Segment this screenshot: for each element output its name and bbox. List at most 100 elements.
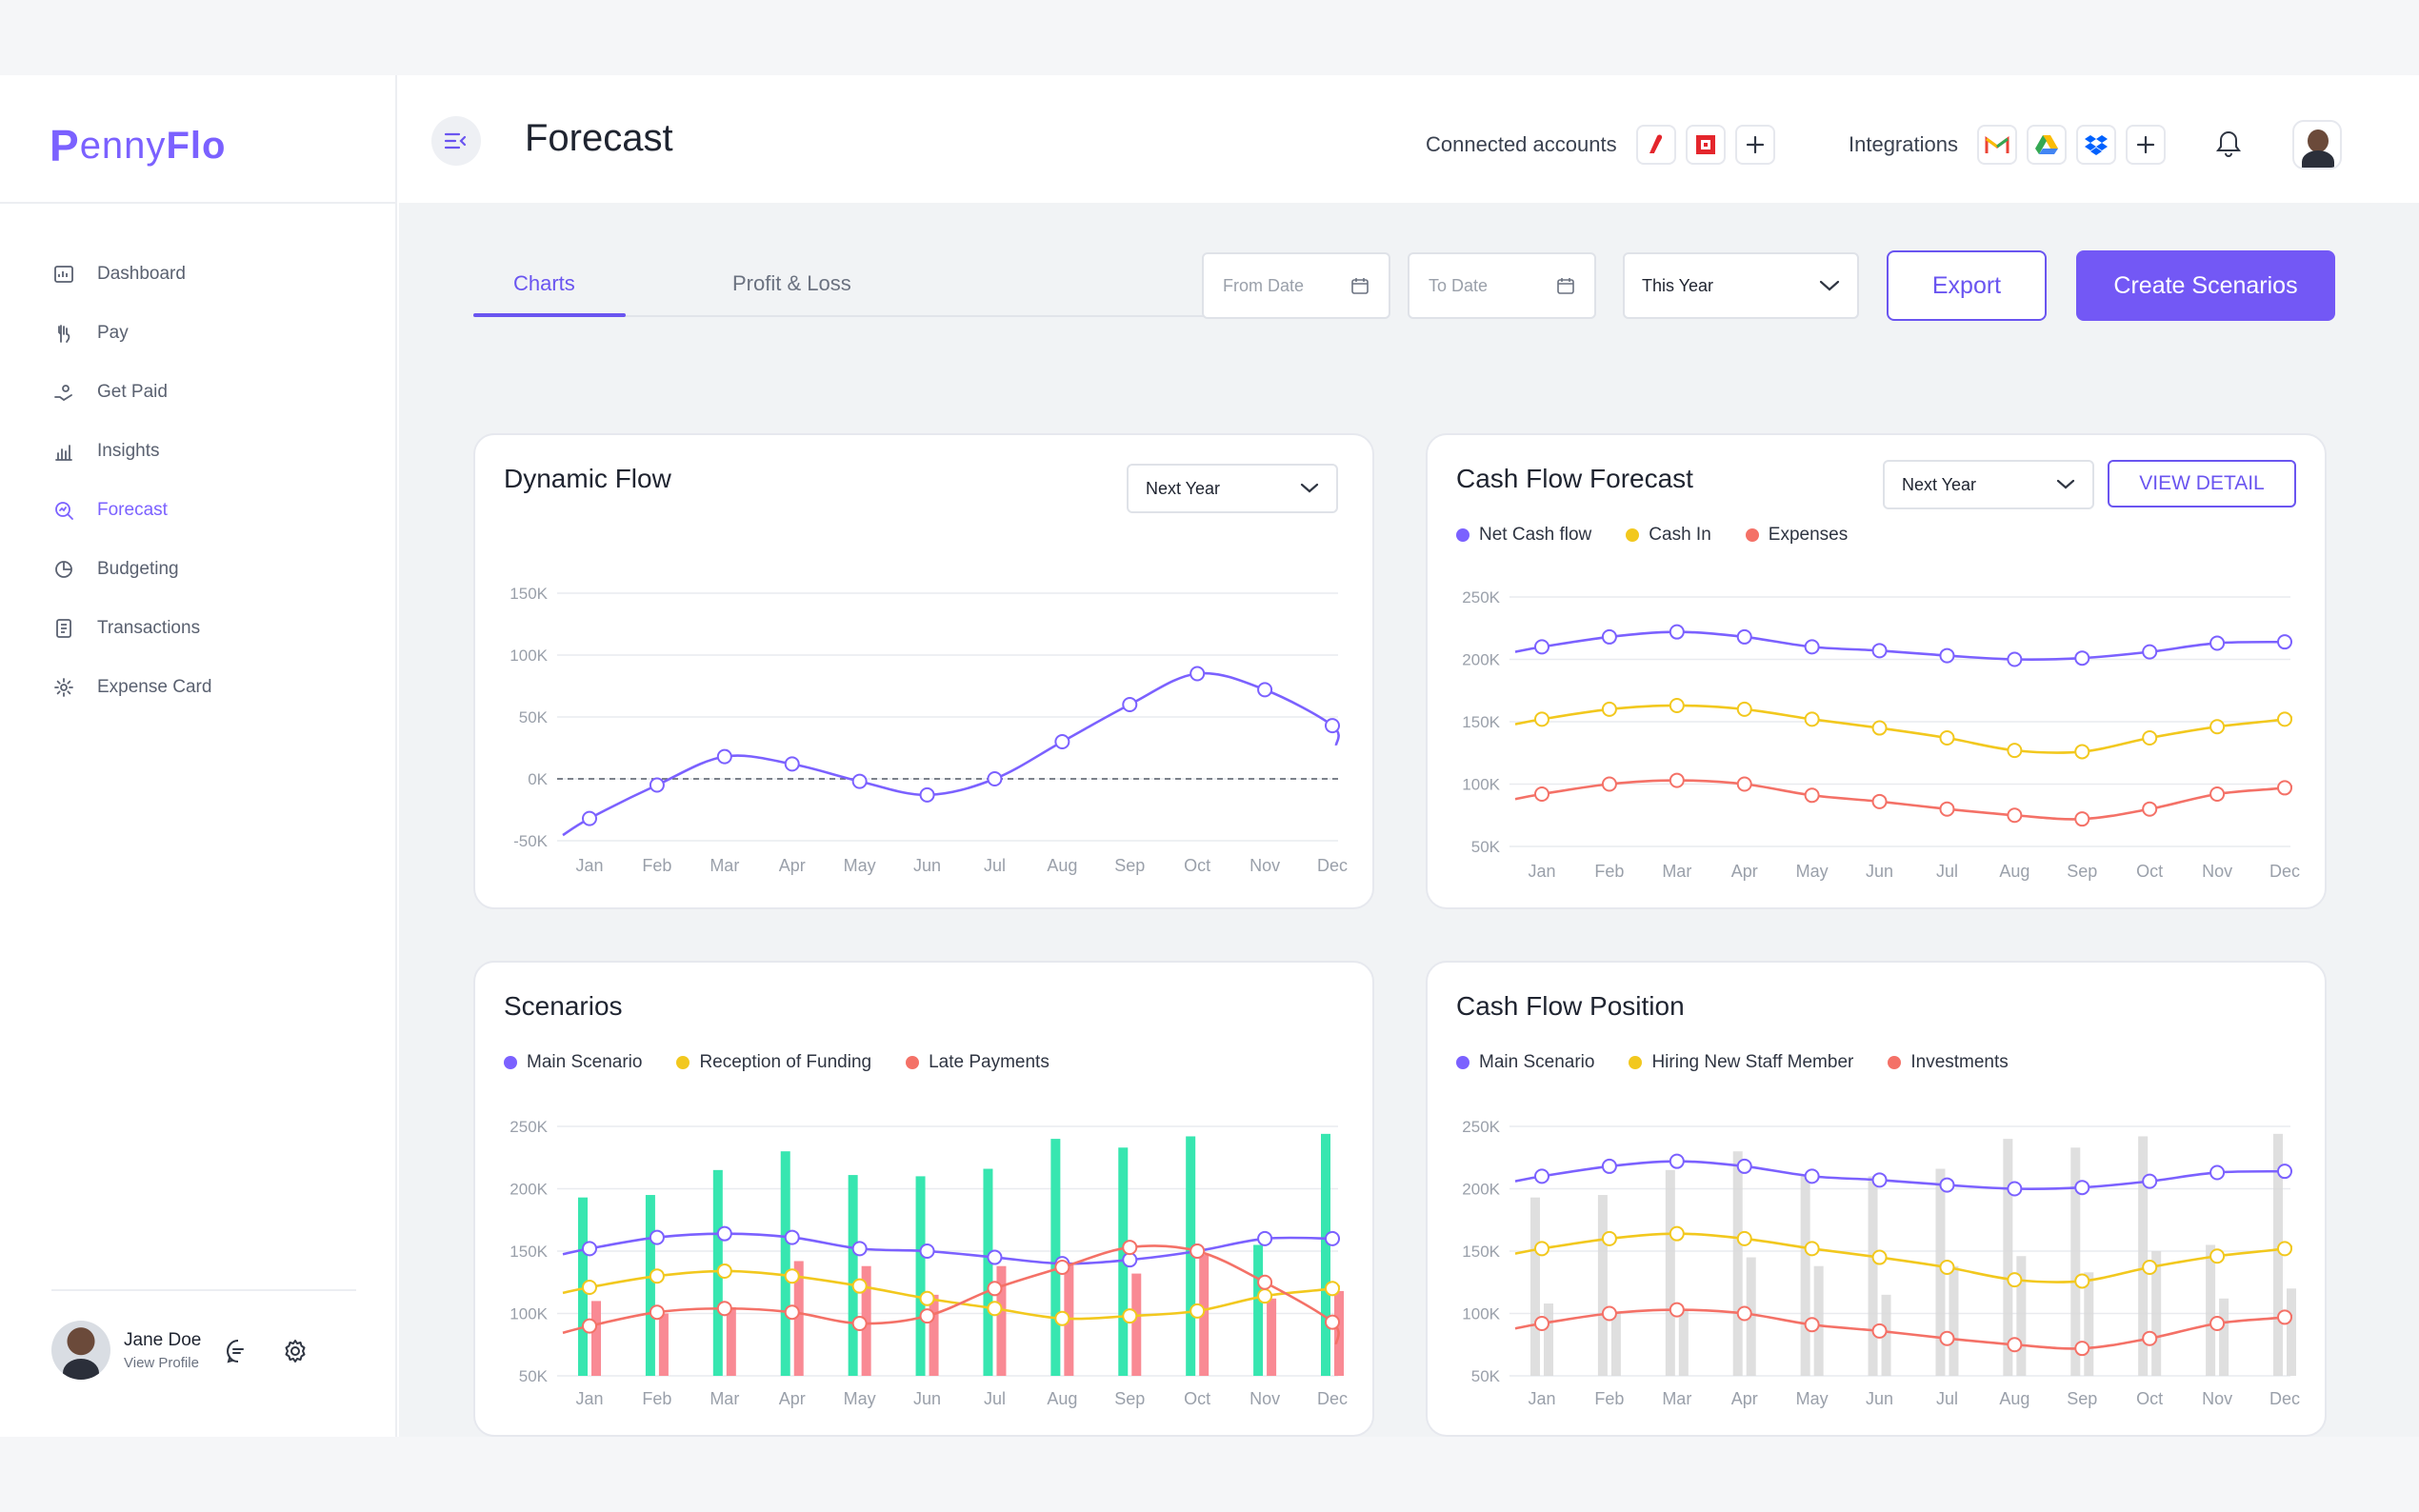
x-tick-label: Mar [710,856,739,875]
bar [658,1313,669,1376]
to-date-placeholder: To Date [1429,275,1489,295]
data-point [2142,730,2158,746]
data-point [716,748,732,765]
sidebar-item-dashboard[interactable]: Dashboard [51,245,366,304]
connected-accounts-label: Connected accounts [1426,132,1617,156]
x-tick-label: Aug [1047,1389,1077,1408]
period-select[interactable]: This Year [1623,252,1859,319]
data-point [649,1268,665,1284]
data-point [1325,1230,1340,1246]
sidebar-item-label: Expense Card [97,677,212,697]
avatar[interactable] [51,1321,110,1380]
x-tick-label: Apr [779,1389,806,1408]
data-point [1534,1315,1549,1331]
notification-bell-icon[interactable] [2214,129,2243,164]
data-point [1534,1241,1549,1257]
x-tick-label: Jul [984,856,1006,875]
profile[interactable]: Jane Doe View Profile [51,1321,201,1380]
bar [929,1294,939,1376]
x-tick-label: Sep [2067,1389,2097,1408]
integrations: Integrations [1849,125,2166,165]
data-point [1054,1310,1070,1326]
google-drive-icon[interactable] [2026,125,2067,165]
add-integration-button[interactable] [2125,125,2166,165]
data-point [716,1225,732,1242]
bank-account-icon[interactable] [1685,125,1726,165]
data-point [2277,1164,2292,1180]
bar [2206,1244,2216,1376]
data-point [1736,776,1752,792]
data-point [2142,644,2158,660]
from-date-input[interactable]: From Date [1202,252,1390,319]
sidebar-item-forecast[interactable]: Forecast [51,481,366,540]
legend-item: Cash In [1626,525,1711,546]
data-point [919,786,935,803]
x-tick-label: Jan [575,856,603,875]
bar [2287,1288,2296,1376]
chevron-down-icon [1819,280,1840,291]
dynamic-period-select[interactable]: Next Year [1127,464,1338,513]
data-point [1257,1230,1273,1246]
data-point [1939,801,1955,817]
bar [1050,1139,1061,1376]
data-point [987,1249,1003,1265]
bank-account-icon[interactable] [1635,125,1676,165]
to-date-input[interactable]: To Date [1408,252,1596,319]
data-point [1257,1288,1273,1304]
sidebar-item-expense-card[interactable]: Expense Card [51,658,366,717]
collapse-menu-button[interactable] [431,116,481,166]
data-point [1804,1168,1820,1184]
user-avatar[interactable] [2292,120,2342,169]
export-button[interactable]: Export [1887,250,2047,321]
add-account-button[interactable] [1734,125,1775,165]
data-point [2074,811,2090,827]
sidebar-item-insights[interactable]: Insights [51,422,366,481]
data-point [1534,639,1549,655]
x-tick-label: Dec [2269,862,2300,881]
y-tick-label: 100K [1462,1305,1500,1323]
tab-charts[interactable]: Charts [513,271,575,295]
cashflow-period-select[interactable]: Next Year [1883,460,2094,509]
x-tick-label: Apr [1731,862,1758,881]
sidebar-item-get-paid[interactable]: Get Paid [51,363,366,422]
sidebar-item-budgeting[interactable]: Budgeting [51,540,366,599]
data-point [1871,1172,1888,1188]
period-select-value: Next Year [1902,474,1977,494]
bar [1868,1176,1878,1376]
integrations-label: Integrations [1849,132,1958,156]
x-tick-label: Mar [710,1389,739,1408]
data-point [2277,1309,2292,1325]
data-point [1871,793,1888,809]
create-scenarios-button[interactable]: Create Scenarios [2076,250,2335,321]
sidebar-item-transactions[interactable]: Transactions [51,599,366,658]
data-point [2209,1248,2226,1264]
x-tick-label: Mar [1662,862,1691,881]
bar [2003,1139,2013,1376]
logo-text: enny [79,124,167,167]
chevron-down-icon [2056,479,2075,489]
data-point [1669,772,1685,788]
data-point [1122,1252,1138,1268]
series-line [562,1244,1340,1344]
bar [1199,1254,1210,1376]
tab-profit-loss[interactable]: Profit & Loss [732,271,851,295]
hand-icon [51,321,76,346]
gmail-icon[interactable] [1976,125,2017,165]
view-profile-link[interactable]: View Profile [124,1354,199,1371]
dropbox-icon[interactable] [2075,125,2116,165]
data-point [2209,1164,2226,1181]
cash-flow-forecast-card: Cash Flow Forecast Next Year VIEW DETAIL… [1426,433,2327,909]
data-point [1939,647,1955,664]
view-detail-button[interactable]: VIEW DETAIL [2108,460,2296,507]
chat-icon[interactable] [223,1336,253,1366]
data-point [2277,1241,2292,1257]
settings-icon[interactable] [280,1336,310,1366]
x-tick-label: Jun [1866,862,1893,881]
data-point [1190,666,1206,682]
sidebar-nav: Dashboard Pay Get Paid Insights Forecast… [51,245,366,717]
sidebar-item-pay[interactable]: Pay [51,304,366,363]
x-tick-label: May [1796,1389,1829,1408]
data-point [1054,1260,1070,1276]
data-point [2007,651,2023,667]
